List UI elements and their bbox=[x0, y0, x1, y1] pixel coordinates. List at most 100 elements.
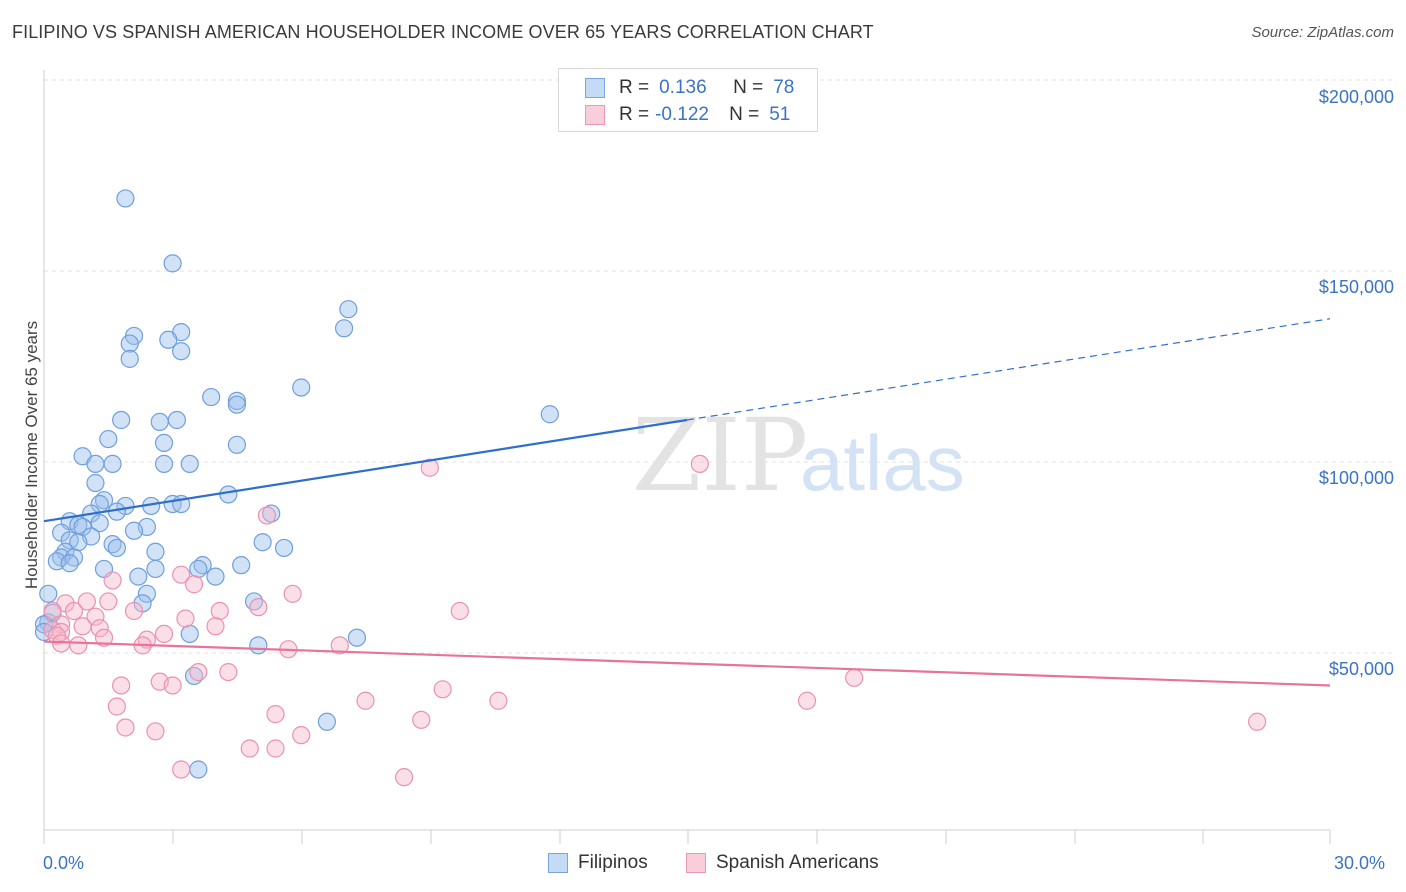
y-tick-label-200000: $200,000 bbox=[1318, 87, 1394, 107]
data-point bbox=[52, 634, 71, 653]
data-point bbox=[86, 607, 105, 626]
bottom-legend-label: Filipinos bbox=[578, 852, 648, 873]
data-point bbox=[146, 559, 165, 579]
bottom-legend-swatch-blue bbox=[548, 853, 568, 873]
data-point bbox=[99, 429, 118, 449]
data-point bbox=[43, 601, 62, 621]
watermark-zip: ZIP bbox=[632, 397, 808, 514]
data-point bbox=[172, 342, 191, 361]
data-point bbox=[274, 538, 294, 558]
data-point bbox=[146, 542, 165, 561]
data-point bbox=[210, 601, 229, 621]
data-point bbox=[146, 722, 165, 741]
data-point bbox=[163, 676, 182, 695]
data-point bbox=[845, 668, 864, 687]
legend-n-label: N = bbox=[733, 77, 764, 98]
trend-line-0 bbox=[43, 418, 688, 523]
legend-swatch-blue bbox=[585, 78, 605, 98]
data-point bbox=[129, 567, 148, 586]
y-tick-label-50000: $50,000 bbox=[1328, 659, 1394, 679]
data-point bbox=[184, 575, 204, 594]
data-point bbox=[356, 691, 375, 710]
data-point bbox=[420, 458, 439, 477]
data-point bbox=[253, 533, 272, 552]
data-point bbox=[180, 454, 199, 474]
data-point bbox=[266, 739, 285, 758]
legend-row-spanish-americans: R = -0.122 N = 51 bbox=[585, 103, 808, 127]
data-point bbox=[172, 565, 191, 584]
data-point bbox=[116, 718, 135, 737]
data-point bbox=[227, 435, 246, 454]
data-point bbox=[330, 636, 349, 655]
data-point bbox=[120, 349, 139, 368]
data-point bbox=[154, 433, 174, 452]
legend-r-label: R = bbox=[619, 77, 650, 98]
data-point bbox=[124, 601, 144, 621]
data-point bbox=[124, 521, 144, 540]
legend-r-value: -0.122 bbox=[655, 104, 709, 125]
data-point bbox=[249, 636, 268, 655]
data-point bbox=[154, 454, 174, 474]
data-point bbox=[172, 760, 191, 779]
data-point bbox=[167, 410, 186, 430]
data-point bbox=[90, 619, 109, 638]
chart-source: Source: ZipAtlas.com bbox=[1251, 24, 1394, 41]
data-point bbox=[107, 697, 126, 716]
data-point bbox=[206, 567, 225, 586]
trend-line-extension-0 bbox=[686, 318, 1331, 421]
data-point bbox=[107, 538, 126, 558]
legend-swatch-pink bbox=[585, 105, 605, 125]
data-point bbox=[489, 691, 508, 710]
data-point bbox=[64, 601, 84, 621]
chart-title: FILIPINO VS SPANISH AMERICAN HOUSEHOLDER… bbox=[12, 22, 874, 42]
data-point bbox=[394, 768, 414, 787]
data-point bbox=[540, 405, 559, 424]
data-point bbox=[103, 454, 122, 474]
data-point bbox=[334, 319, 354, 338]
data-point bbox=[39, 584, 58, 603]
data-point bbox=[347, 628, 367, 647]
legend-r-label: R = bbox=[619, 104, 650, 125]
data-point bbox=[90, 514, 109, 533]
data-point bbox=[266, 705, 285, 724]
trend-lines bbox=[43, 318, 1331, 687]
data-point bbox=[292, 726, 311, 745]
bottom-legend-swatch-pink bbox=[686, 853, 706, 873]
legend-n-label: N = bbox=[729, 104, 760, 125]
data-point bbox=[120, 334, 139, 353]
data-point bbox=[219, 485, 238, 504]
data-point bbox=[206, 617, 225, 636]
data-point bbox=[159, 330, 178, 349]
legend-r-value: 0.136 bbox=[659, 77, 707, 98]
data-point bbox=[189, 760, 208, 779]
data-point bbox=[227, 395, 246, 414]
data-point bbox=[240, 739, 259, 758]
data-point bbox=[690, 454, 709, 474]
data-point bbox=[163, 254, 182, 273]
legend-n-value: 51 bbox=[769, 104, 791, 125]
data-point bbox=[150, 412, 169, 431]
x-tick-label-min: 0.0% bbox=[43, 853, 85, 873]
data-point bbox=[86, 454, 105, 474]
data-point bbox=[292, 378, 311, 397]
data-point bbox=[180, 624, 199, 644]
data-point bbox=[232, 556, 251, 575]
data-point bbox=[60, 554, 79, 573]
data-point bbox=[77, 592, 96, 611]
data-point bbox=[227, 391, 246, 410]
data-point bbox=[94, 628, 114, 647]
data-point bbox=[103, 571, 122, 590]
data-point bbox=[202, 387, 221, 407]
data-point bbox=[176, 609, 195, 628]
data-point bbox=[112, 410, 131, 430]
data-point bbox=[797, 691, 817, 710]
legend-box: R = 0.136 N = 78 R = -0.122 N = 51 bbox=[558, 68, 818, 132]
data-point bbox=[249, 598, 268, 617]
x-tick-label-max: 30.0% bbox=[1334, 853, 1386, 873]
series-spanish-americans bbox=[43, 454, 1267, 787]
data-point bbox=[257, 506, 277, 525]
data-point bbox=[99, 592, 118, 611]
data-point bbox=[116, 189, 135, 208]
watermark-atlas: atlas bbox=[800, 419, 965, 507]
